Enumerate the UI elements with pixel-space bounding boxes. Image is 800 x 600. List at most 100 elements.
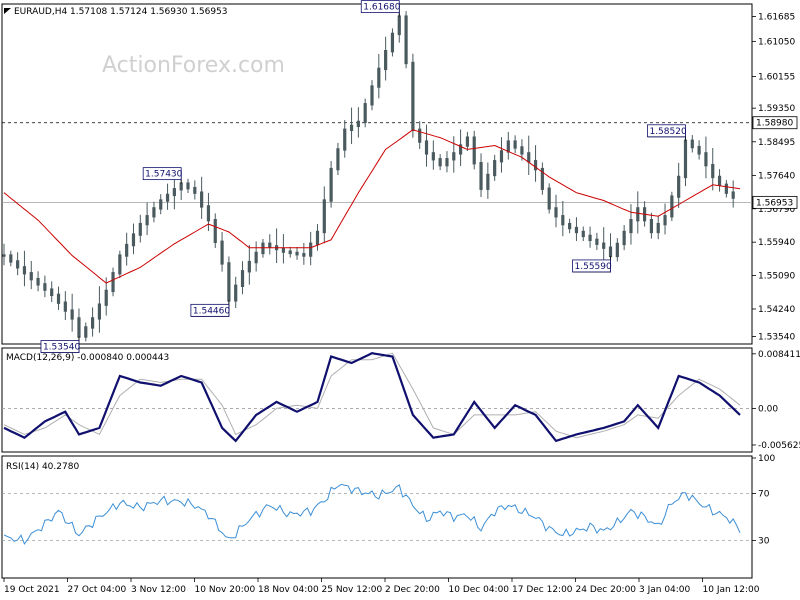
- candle: [656, 215, 660, 240]
- candle: [97, 286, 102, 333]
- candle-body: [349, 124, 354, 131]
- candle: [465, 131, 470, 151]
- macd-axis-label: 0.00: [758, 404, 778, 414]
- candle: [36, 271, 40, 292]
- candle: [561, 200, 565, 237]
- candle-body: [22, 266, 27, 275]
- candle-body: [370, 85, 374, 106]
- price-axis-label: 1.56790: [758, 205, 795, 215]
- candle-body: [472, 136, 476, 165]
- candle: [125, 232, 129, 266]
- moving-average-line: [3, 129, 741, 284]
- candle: [486, 162, 490, 199]
- time-axis-label: 25 Nov 12:00: [322, 585, 383, 595]
- candle: [70, 293, 74, 332]
- resistance-level-label: 1.58980: [756, 119, 793, 129]
- candle: [622, 225, 626, 251]
- candle-body: [179, 182, 183, 191]
- candle-body: [2, 254, 6, 257]
- candle: [615, 238, 619, 262]
- candle-body: [131, 233, 136, 247]
- price-axis-label: 1.54240: [758, 305, 795, 315]
- price-axis-label: 1.58495: [758, 138, 795, 148]
- candle: [636, 191, 640, 234]
- candle: [547, 183, 551, 214]
- candle: [159, 194, 163, 215]
- candle-body: [493, 160, 497, 177]
- candle: [22, 250, 27, 287]
- macd-signal-line: [3, 352, 741, 439]
- annotation-box: [572, 259, 611, 273]
- candle-body: [254, 251, 258, 264]
- candle: [472, 130, 476, 170]
- candle: [404, 11, 408, 69]
- candle: [336, 142, 340, 176]
- time-axis-label: 3 Jan 04:00: [639, 585, 691, 595]
- candle-body: [193, 186, 197, 194]
- candle: [206, 192, 211, 232]
- candle: [268, 234, 272, 255]
- candle-body: [247, 260, 251, 273]
- candle: [118, 250, 122, 279]
- candle-body: [629, 218, 633, 234]
- time-axis-label: 10 Jan 12:00: [703, 585, 760, 595]
- candle-body: [220, 240, 224, 265]
- rsi-axis-label: 100: [758, 454, 775, 464]
- candle-body: [227, 262, 231, 302]
- candle-body: [711, 163, 715, 179]
- annotation-box: [190, 303, 230, 317]
- price-series: 1.61680 1.57430 1.54460 1.53540 1.58520 1.555…: [2, 0, 752, 353]
- candle: [247, 245, 251, 285]
- candle: [424, 124, 429, 167]
- candle: [288, 246, 292, 258]
- annotation-box: [40, 340, 80, 353]
- candle-body: [240, 270, 245, 287]
- candle-body: [520, 146, 524, 155]
- candle-body: [111, 272, 115, 293]
- candle: [240, 261, 245, 295]
- rsi-header: RSI(14) 40.2780: [6, 462, 79, 472]
- macd-series: [2, 352, 752, 443]
- candle-body: [418, 128, 422, 143]
- candle-body: [445, 158, 449, 167]
- rsi-axis-label: 70: [758, 489, 770, 499]
- annotation-label: 1.54460: [193, 306, 230, 316]
- candle-body: [540, 167, 544, 190]
- candle: [438, 154, 442, 171]
- candle-body: [479, 162, 483, 190]
- candle-body: [104, 289, 108, 306]
- candle: [315, 224, 320, 251]
- candle-body: [152, 207, 156, 218]
- candle-body: [343, 128, 347, 151]
- candle: [533, 145, 538, 182]
- candle-body: [704, 152, 708, 167]
- candle-body: [295, 251, 299, 256]
- candle-body: [581, 230, 585, 238]
- candle: [384, 36, 388, 81]
- candle-body: [677, 175, 681, 198]
- rsi-panel: [1, 455, 753, 579]
- candle-body: [615, 242, 619, 258]
- candle-body: [717, 175, 722, 186]
- candle: [377, 54, 381, 99]
- candle: [281, 234, 286, 264]
- candle-body: [424, 140, 429, 155]
- candle: [602, 227, 606, 261]
- candle-body: [486, 173, 490, 190]
- candle: [213, 213, 217, 248]
- candle: [356, 107, 360, 138]
- price-annotation: 1.53540: [40, 336, 80, 353]
- candle-body: [384, 50, 388, 71]
- price-annotation: 1.61680: [360, 0, 401, 17]
- candle: [390, 28, 395, 57]
- candle-body: [172, 188, 176, 197]
- annotation-label: 1.61680: [363, 3, 400, 13]
- menu-triangle-icon[interactable]: [4, 8, 11, 14]
- candle-body: [663, 215, 667, 226]
- candle-body: [622, 230, 626, 246]
- candle-body: [574, 226, 579, 234]
- candle: [186, 178, 190, 194]
- candle-body: [186, 182, 190, 190]
- candle-body: [97, 303, 102, 320]
- candle-body: [452, 152, 456, 161]
